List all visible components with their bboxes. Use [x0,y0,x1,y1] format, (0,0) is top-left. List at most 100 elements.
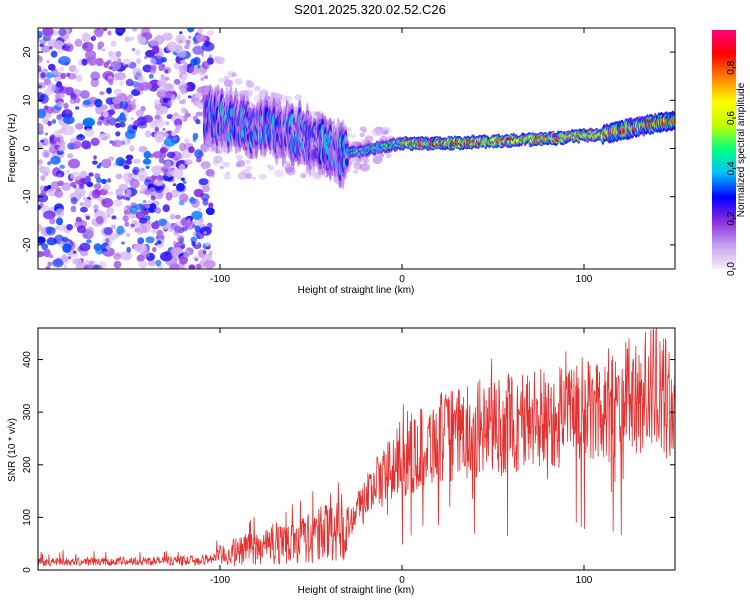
spectrogram-noise-blob [98,265,103,269]
spectrogram-noise-blob [105,245,111,251]
spectrogram-noise-blob [73,185,77,189]
spectrogram-noise-blob [63,115,75,125]
spectrogram-noise-blob [124,221,130,227]
spectrogram-noise-blob [72,88,79,93]
spectrogram-noise-blob [70,138,78,144]
snr-ytick-label: 400 [22,351,33,368]
spectrogram-noise-blob [119,101,129,110]
spectrogram-noise-blob [121,241,125,245]
spectrogram-noise-blob [47,82,56,93]
spectrogram-noise-blob [156,240,162,245]
spectrogram-noise-blob [137,212,145,219]
spectrogram-faint-blob [346,132,353,138]
spectrogram-noise-blob [170,87,175,92]
spectrogram-noise-blob [115,51,122,58]
spectrogram-noise-blob [118,80,124,86]
spectrogram-noise-blob [172,136,178,141]
spectrogram-noise-blob [160,146,168,154]
spectrogram-noise-blob [38,193,49,203]
spectrogram-faint-blob [216,57,226,65]
spectrogram-xlabel: Height of straight line (km) [298,285,415,296]
spectrogram-faint-blob [223,173,231,180]
spectrogram-noise-blob [148,187,157,196]
spectrogram-noise-blob [64,86,75,96]
spectrogram-noise-blob [44,152,49,158]
spectrogram-noise-blob [202,185,210,193]
spectrogram-noise-blob [66,170,70,174]
spectrogram-noise-blob [94,98,103,108]
spectrogram-noise-blob [108,117,117,126]
spectrogram-noise-blob [38,68,42,73]
spectrogram-noise-blob [45,226,54,235]
spectrogram-noise-blob [76,134,86,141]
spectrogram-noise-blob [100,105,105,110]
spectrogram-noise-blob [138,146,148,153]
spectrogram-noise-blob [201,60,210,70]
spectrogram-noise-blob [126,246,131,253]
spectrogram-noise-blob [145,49,156,58]
spectrogram-noise-blob [198,178,209,186]
spectrogram-noise-blob [106,207,115,215]
spectrogram-faint-blob [243,89,253,98]
spectrogram-faint-blob [346,127,352,132]
spectrogram-noise-blob [79,90,90,99]
spectrogram-noise-blob [204,242,210,247]
spectrogram-noise-blob [186,218,191,224]
spectrogram-noise-blob [83,198,92,209]
spectrogram-noise-blob [188,264,196,269]
spectrogram-noise-blob [50,50,58,58]
spectrogram-noise-blob [45,265,51,269]
spectrogram-noise-blob [138,217,148,224]
spectrogram-noise-blob [152,246,157,253]
spectrogram-faint-blob [266,164,271,168]
spectrogram-faint-blob [218,77,225,83]
spectrogram-noise-blob [130,205,138,215]
spectrogram-noise-blob [152,151,163,159]
spectrogram-noise-blob [39,185,46,191]
spectrogram-noise-blob [155,259,162,267]
spectrogram-noise-blob [195,92,202,99]
spectrogram-noise-blob [38,141,43,149]
spectrogram-noise-blob [179,142,186,152]
spectrogram-faint-blob [300,173,307,179]
spectrogram-noise-blob [194,149,203,159]
spectrogram-noise-blob [61,236,69,243]
colorbar-gradient [712,30,736,269]
spectrogram-faint-blob [383,130,389,135]
spectrogram-noise-blob [197,28,204,34]
spectrogram-faint-blob [219,165,224,170]
spectrogram-noise-blob [154,190,164,200]
spectrogram-noise-blob [170,213,176,220]
spectrogram-faint-blob [223,161,230,168]
snr-ticks: -100 0 100 0 100 200 300 400 [22,328,675,586]
spectrogram-noise-blob [173,240,176,245]
spectrogram-noise-blob [179,39,183,43]
snr-frame [37,327,676,571]
spectrogram-faint-blob [378,153,385,158]
spectrogram-noise-blob [166,151,176,159]
spectrogram-noise-blob [197,249,207,259]
spectrogram-noise-blob [137,170,148,178]
spectrogram-faint-blob [235,78,243,85]
spectrogram-noise-blob [179,31,183,35]
spectrogram-faint-blob [364,135,374,143]
spectrogram-faint-blob [351,134,357,139]
spectrogram-noise-blob [155,133,164,143]
spectrogram-noise-blob [40,45,51,53]
spectrogram-ridge-cell [672,117,675,124]
spectrogram-noise-blob [61,182,71,192]
spectrogram-noise-blob [187,95,192,99]
spectrogram-noise-blob [127,139,131,143]
spectrogram-faint-blob [359,163,371,172]
spectrogram-noise-blob [137,75,145,84]
spectrogram-noise-blob [80,206,88,213]
spectrogram-noise-blob [49,217,56,225]
spectrogram-noise-blob [132,28,138,32]
spectrogram-ytick-label: -20 [22,237,33,252]
spectrogram-noise-blob [96,177,102,184]
spectrogram-noise-blob [144,178,152,186]
spectrogram-noise-blob [87,56,98,66]
spectrogram-noise-blob [61,254,69,263]
